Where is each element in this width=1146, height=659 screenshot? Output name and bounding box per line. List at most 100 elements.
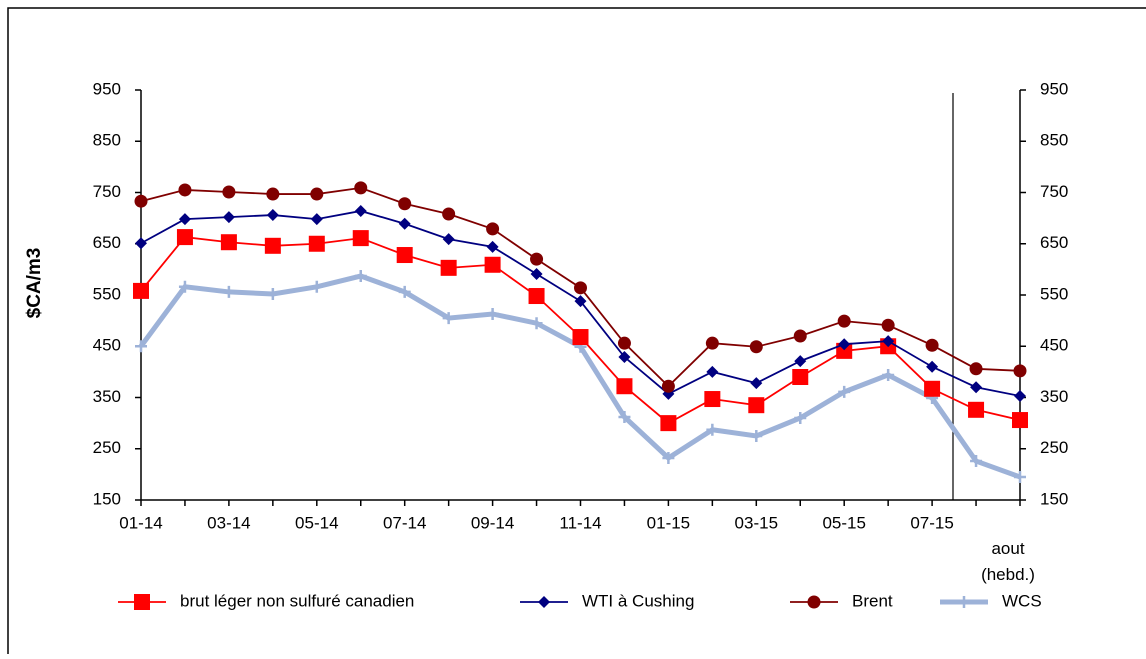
data-point [572, 329, 589, 346]
data-point [486, 222, 500, 236]
data-point [749, 340, 763, 354]
y-tick-label: 750 [93, 182, 121, 201]
data-point [135, 340, 147, 353]
y-tick-label: 250 [93, 438, 121, 457]
data-point [135, 237, 147, 250]
data-point [220, 234, 237, 251]
data-point [178, 213, 191, 226]
x-tick-label: 05-15 [822, 513, 865, 532]
y2-tick-label: 550 [1040, 284, 1068, 303]
data-point [222, 185, 236, 199]
data-point [574, 281, 587, 295]
y2-tick-label: 150 [1040, 489, 1068, 508]
y2-tick-label: 250 [1040, 438, 1068, 457]
data-point [705, 336, 719, 350]
x-tick-label: 07-14 [383, 513, 426, 532]
data-point [178, 183, 192, 197]
data-point [925, 338, 939, 352]
data-point [706, 423, 719, 436]
data-point [794, 355, 807, 368]
x-tick-label: 11-14 [559, 513, 601, 532]
data-point [530, 252, 544, 266]
data-point [616, 378, 633, 395]
data-point [264, 237, 281, 254]
x-tick-label: 01-15 [647, 513, 690, 532]
data-point [486, 307, 499, 320]
data-point [134, 194, 148, 208]
y-tick-label: 950 [93, 79, 121, 98]
y2-tick-label: 750 [1040, 182, 1068, 201]
data-point [442, 312, 455, 325]
data-point [792, 369, 809, 385]
data-point [793, 329, 807, 343]
legend-marker [807, 595, 821, 609]
data-point [837, 314, 851, 328]
data-point [836, 342, 853, 359]
data-point [662, 451, 675, 464]
x-tick-label: 01-14 [119, 513, 162, 532]
x-tick-label: 07-15 [910, 513, 953, 532]
legend-marker [134, 594, 150, 610]
data-point [926, 360, 939, 373]
data-point [574, 295, 587, 308]
data-point [924, 380, 941, 397]
data-point [133, 282, 149, 299]
data-point [398, 285, 411, 298]
data-point [750, 377, 763, 390]
data-point [266, 209, 279, 222]
y-tick-label: 150 [93, 489, 121, 508]
data-point [838, 338, 851, 351]
data-point [882, 335, 895, 348]
y2-tick-label: 950 [1040, 79, 1068, 98]
data-point [750, 429, 763, 442]
data-point [530, 267, 543, 280]
legend-label: brut léger non sulfuré canadien [180, 591, 414, 610]
data-point [970, 381, 983, 394]
data-point [528, 288, 545, 305]
data-point [266, 287, 279, 300]
data-point [969, 362, 983, 376]
data-point [484, 256, 501, 273]
data-point [617, 336, 631, 350]
legend-marker [538, 596, 550, 608]
data-point [352, 230, 369, 247]
x-tick-label: 03-15 [735, 513, 778, 532]
data-point [660, 415, 677, 432]
data-point [968, 401, 985, 418]
data-point [748, 397, 765, 414]
data-point [706, 365, 719, 378]
y2-tick-label: 650 [1040, 233, 1068, 252]
y-tick-label: 550 [93, 284, 121, 303]
data-point [178, 280, 191, 293]
data-point [882, 368, 895, 381]
y2-tick-label: 850 [1040, 131, 1068, 150]
legend-label: Brent [852, 591, 893, 610]
data-point [222, 285, 235, 298]
data-point [266, 187, 280, 201]
data-point [354, 204, 367, 217]
x-tick-label: 05-14 [295, 513, 338, 532]
data-point [354, 270, 367, 283]
y-tick-label: 650 [93, 233, 121, 252]
data-point [486, 240, 499, 253]
y-tick-label: 450 [93, 336, 121, 355]
legend-marker [958, 596, 970, 608]
data-point [354, 181, 368, 195]
data-point [970, 455, 983, 468]
data-point [398, 197, 412, 211]
y2-tick-label: 350 [1040, 387, 1068, 406]
legend-label: WCS [1002, 591, 1042, 610]
data-point [176, 229, 193, 246]
x-tick-label-box: aout (hebd.) [981, 539, 1035, 584]
data-point [704, 391, 721, 408]
data-point [794, 412, 807, 424]
data-point [618, 351, 631, 364]
data-point [881, 318, 895, 332]
x-tick-label: 03-14 [207, 513, 250, 532]
frame [7, 7, 1146, 659]
data-point [310, 280, 323, 293]
data-point [442, 207, 456, 221]
data-point [1014, 470, 1026, 483]
legend-label: WTI à Cushing [582, 591, 694, 610]
